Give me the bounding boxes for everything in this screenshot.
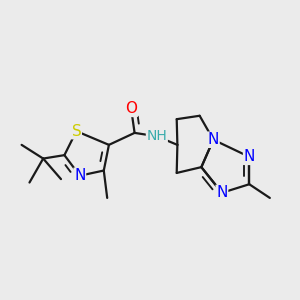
Text: N: N (216, 185, 228, 200)
Text: N: N (74, 168, 85, 183)
Text: O: O (125, 101, 137, 116)
Text: N: N (244, 149, 255, 164)
Text: N: N (208, 132, 219, 147)
Text: NH: NH (146, 129, 167, 143)
Text: S: S (71, 124, 81, 139)
